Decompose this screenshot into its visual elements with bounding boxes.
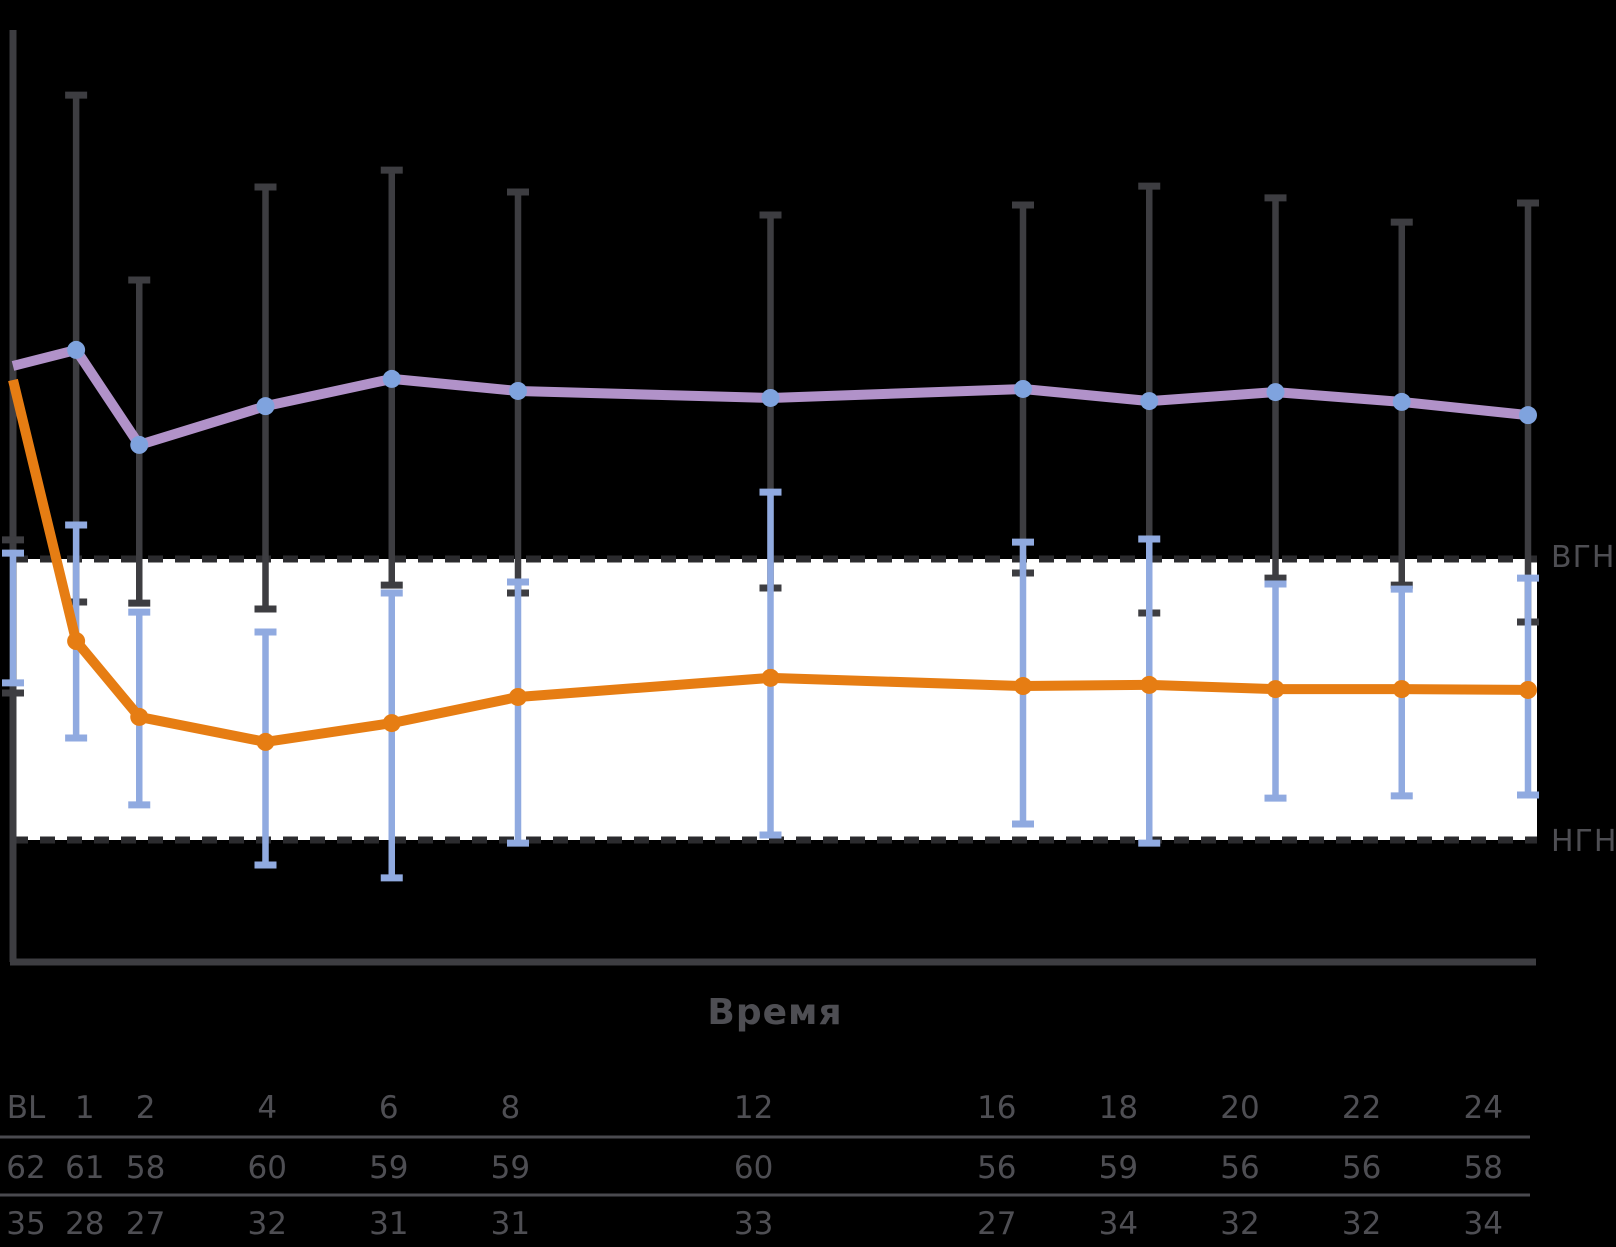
x-category-label: 20	[1220, 1090, 1259, 1126]
n-value-series-2: 33	[734, 1206, 773, 1242]
n-value-series-2: 32	[1220, 1206, 1259, 1242]
series_2-marker	[382, 714, 401, 733]
n-value-series-2: 31	[491, 1206, 530, 1242]
series_1-marker	[382, 369, 401, 388]
n-value-series-1: 56	[977, 1150, 1016, 1186]
x-category-label: 4	[257, 1090, 277, 1126]
n-value-series-2: 28	[65, 1206, 104, 1242]
n-value-series-2: 34	[1099, 1206, 1138, 1242]
n-value-series-2: 31	[369, 1206, 408, 1242]
uln-label: ВГН	[1551, 540, 1616, 575]
n-value-series-2: 32	[247, 1206, 286, 1242]
series_2-marker	[1392, 680, 1411, 699]
x-axis-title: Время	[707, 992, 843, 1033]
n-value-series-1: 61	[65, 1150, 104, 1186]
n-value-series-1: 62	[6, 1150, 45, 1186]
n-value-series-1: 56	[1220, 1150, 1259, 1186]
series_1-line	[11, 344, 1529, 450]
x-category-label: 2	[136, 1090, 156, 1126]
series_2-marker	[1140, 675, 1159, 694]
series_2-line	[8, 378, 1529, 747]
x-category-label: 8	[501, 1090, 521, 1126]
n-value-series-1: 59	[369, 1150, 408, 1186]
x-category-label: 1	[75, 1090, 95, 1126]
series_1-marker	[67, 340, 86, 359]
series_2-marker	[1519, 680, 1537, 699]
series_1-marker	[1266, 383, 1285, 402]
x-category-label: 16	[977, 1090, 1016, 1126]
series_2-marker	[256, 732, 275, 751]
series_2-marker	[1266, 680, 1285, 699]
series_1-marker	[1014, 379, 1032, 398]
n-value-series-2: 27	[977, 1206, 1016, 1242]
series_2-marker	[130, 707, 149, 726]
series_2-marker	[67, 632, 86, 651]
n-value-series-2: 34	[1463, 1206, 1502, 1242]
x-category-label: 22	[1342, 1090, 1381, 1126]
lln-label: НГН	[1551, 824, 1616, 859]
series_1-marker	[761, 388, 780, 407]
series_2-marker	[509, 687, 527, 706]
n-value-series-1: 56	[1342, 1150, 1381, 1186]
n-value-series-1: 59	[1099, 1150, 1138, 1186]
x-category-label: BL	[7, 1090, 46, 1126]
normal-range-band	[13, 559, 1537, 840]
series_1-marker	[256, 397, 275, 416]
n-value-series-2: 32	[1342, 1206, 1381, 1242]
n-value-series-1: 58	[126, 1150, 165, 1186]
series_1-marker	[1392, 392, 1411, 411]
x-category-label: 12	[734, 1090, 773, 1126]
series_2-marker	[761, 668, 780, 687]
n-value-series-1: 59	[491, 1150, 530, 1186]
x-category-label: 18	[1099, 1090, 1138, 1126]
n-value-series-2: 27	[126, 1206, 165, 1242]
n-value-series-1: 60	[247, 1150, 286, 1186]
n-value-series-2: 35	[6, 1206, 45, 1242]
series_1-marker	[130, 435, 149, 454]
series_1-marker	[1140, 392, 1159, 411]
series_2-marker	[1014, 677, 1032, 696]
series_1-marker	[1519, 406, 1537, 425]
x-category-label: 24	[1463, 1090, 1502, 1126]
x-category-label: 6	[379, 1090, 399, 1126]
series_1-marker	[509, 381, 527, 400]
n-value-series-1: 58	[1463, 1150, 1502, 1186]
n-value-series-1: 60	[734, 1150, 773, 1186]
